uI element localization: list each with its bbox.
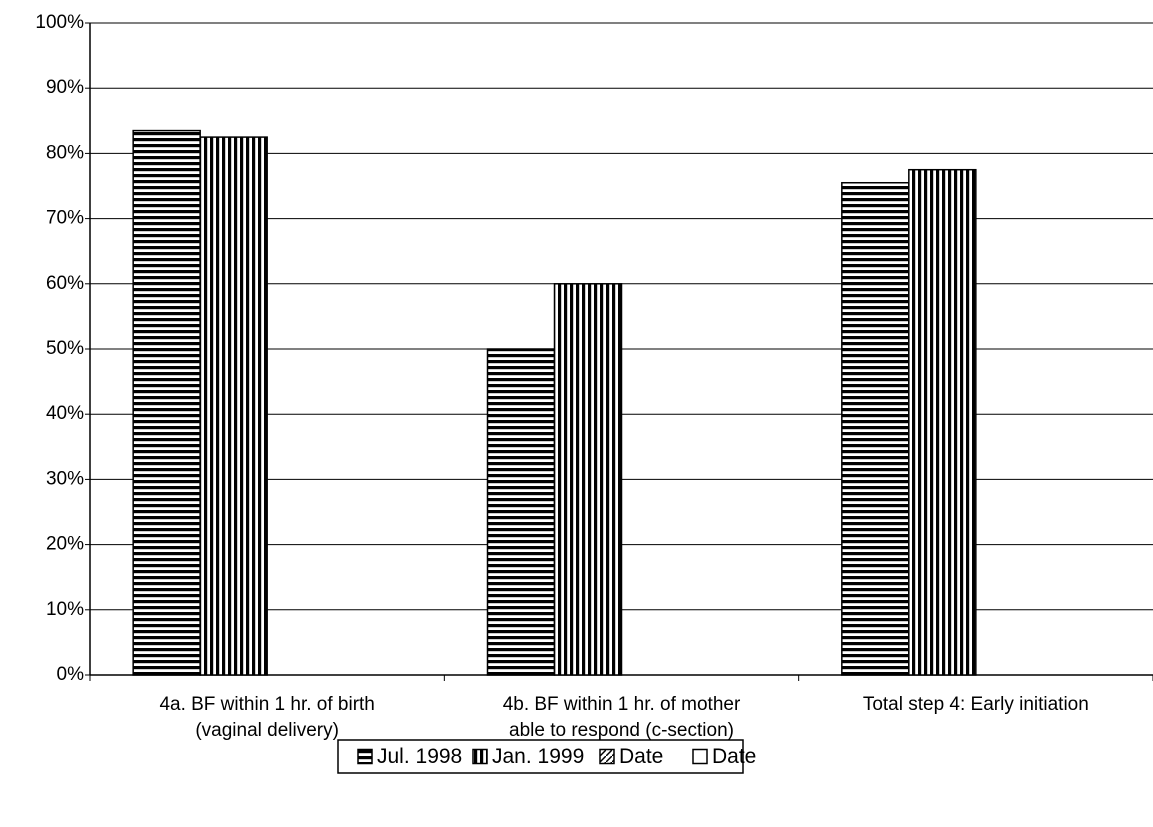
y-tick-label: 30% (46, 468, 84, 489)
y-tick-label: 20% (46, 534, 84, 555)
bar (486, 348, 556, 676)
bar (553, 283, 623, 676)
y-tick-label: 70% (46, 208, 84, 229)
legend-label: Jul. 1998 (377, 745, 462, 768)
bar (841, 181, 910, 676)
bar (132, 129, 201, 676)
bar (908, 168, 977, 676)
y-tick-label: 0% (57, 664, 85, 685)
legend-label: Date (712, 745, 756, 768)
x-tick-label: Total step 4: Early initiation (863, 694, 1089, 715)
x-tick-label: able to respond (c-section) (509, 720, 734, 741)
y-tick-label: 80% (46, 142, 84, 163)
x-tick-label: 4a. BF within 1 hr. of birth (159, 694, 374, 715)
x-tick-label: (vaginal delivery) (195, 720, 339, 741)
y-tick-label: 60% (46, 273, 84, 294)
y-tick-label: 10% (46, 599, 84, 620)
x-tick-label: 4b. BF within 1 hr. of mother (503, 694, 741, 715)
legend-box (337, 739, 744, 774)
y-tick-label: 40% (46, 403, 84, 424)
y-tick-label: 50% (46, 338, 84, 359)
y-tick-label: 100% (35, 12, 84, 33)
legend-label: Date (619, 745, 663, 768)
y-tick-label: 90% (46, 77, 84, 98)
bar (199, 136, 268, 676)
legend-swatch (472, 748, 488, 765)
legend-swatch (599, 748, 615, 765)
legend-label: Jan. 1999 (492, 745, 584, 768)
legend-swatch (692, 748, 708, 765)
legend-swatch (357, 748, 373, 765)
